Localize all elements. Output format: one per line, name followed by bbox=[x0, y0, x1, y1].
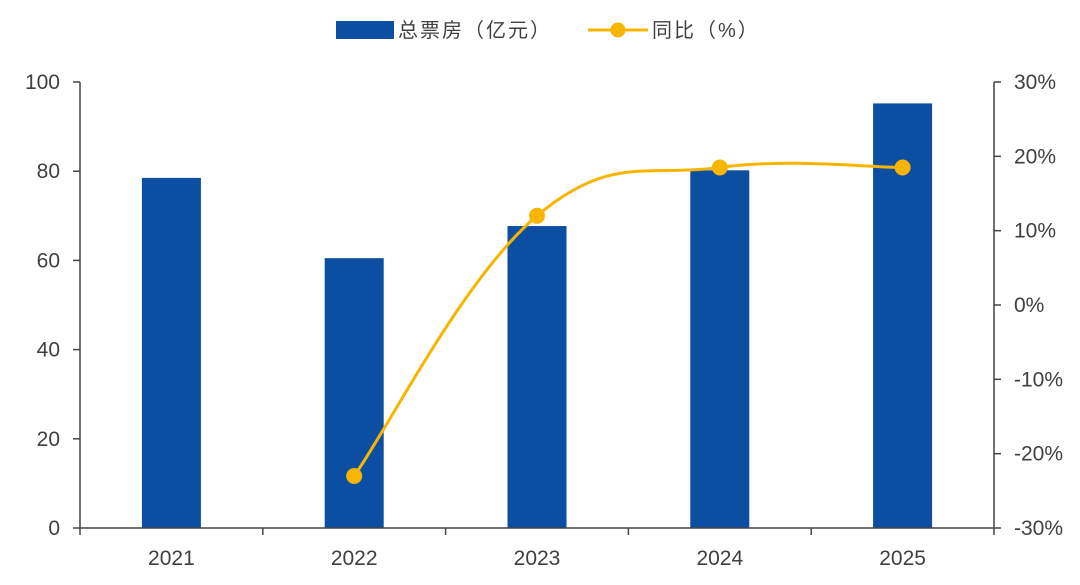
y-left-tick-label: 80 bbox=[37, 160, 60, 183]
y-right-tick-label: -10% bbox=[1014, 368, 1063, 391]
legend-swatch-marker bbox=[610, 22, 626, 38]
legend-label-bar: 总票房（亿元） bbox=[398, 19, 552, 42]
y-right-tick-label: -30% bbox=[1014, 517, 1063, 540]
y-left-tick-label: 0 bbox=[48, 517, 60, 540]
bar-2021 bbox=[141, 177, 201, 528]
y-right-tick-label: 0% bbox=[1014, 294, 1044, 317]
legend-swatch-bar bbox=[336, 21, 394, 39]
yoy-line bbox=[352, 161, 903, 477]
yoy-point-2022 bbox=[346, 467, 363, 484]
y-left-tick-label: 60 bbox=[37, 249, 60, 272]
y-left-tick-label: 100 bbox=[25, 71, 60, 94]
axes: 0 20 40 60 80 100 -30% -20% -10% 0% 10% 20% 30% 2021 2… bbox=[25, 71, 1063, 570]
x-tick-label: 2023 bbox=[514, 547, 561, 570]
yoy-point-2025 bbox=[894, 159, 911, 176]
x-tick-label: 2021 bbox=[148, 547, 195, 570]
y-right-tick-label: -20% bbox=[1014, 443, 1063, 466]
y-right-tick-label: 30% bbox=[1014, 71, 1056, 94]
y-right-tick-label: 20% bbox=[1014, 145, 1056, 168]
bar-2024 bbox=[690, 170, 750, 529]
y-right-tick-label: 10% bbox=[1014, 220, 1056, 243]
bar-series bbox=[141, 103, 933, 529]
y-left-tick-label: 20 bbox=[37, 428, 60, 451]
legend-label-line: 同比（%） bbox=[652, 19, 760, 42]
bar-2023 bbox=[507, 226, 567, 529]
line-series bbox=[346, 159, 911, 484]
x-tick-label: 2022 bbox=[331, 547, 378, 570]
bar-2022 bbox=[324, 258, 384, 528]
yoy-point-2023 bbox=[529, 207, 545, 224]
x-tick-label: 2024 bbox=[696, 547, 743, 570]
legend: 总票房（亿元） 同比（%） bbox=[336, 19, 760, 42]
yoy-point-2024 bbox=[711, 159, 728, 176]
y-left-tick-label: 40 bbox=[37, 339, 60, 362]
x-tick-label: 2025 bbox=[879, 547, 926, 570]
